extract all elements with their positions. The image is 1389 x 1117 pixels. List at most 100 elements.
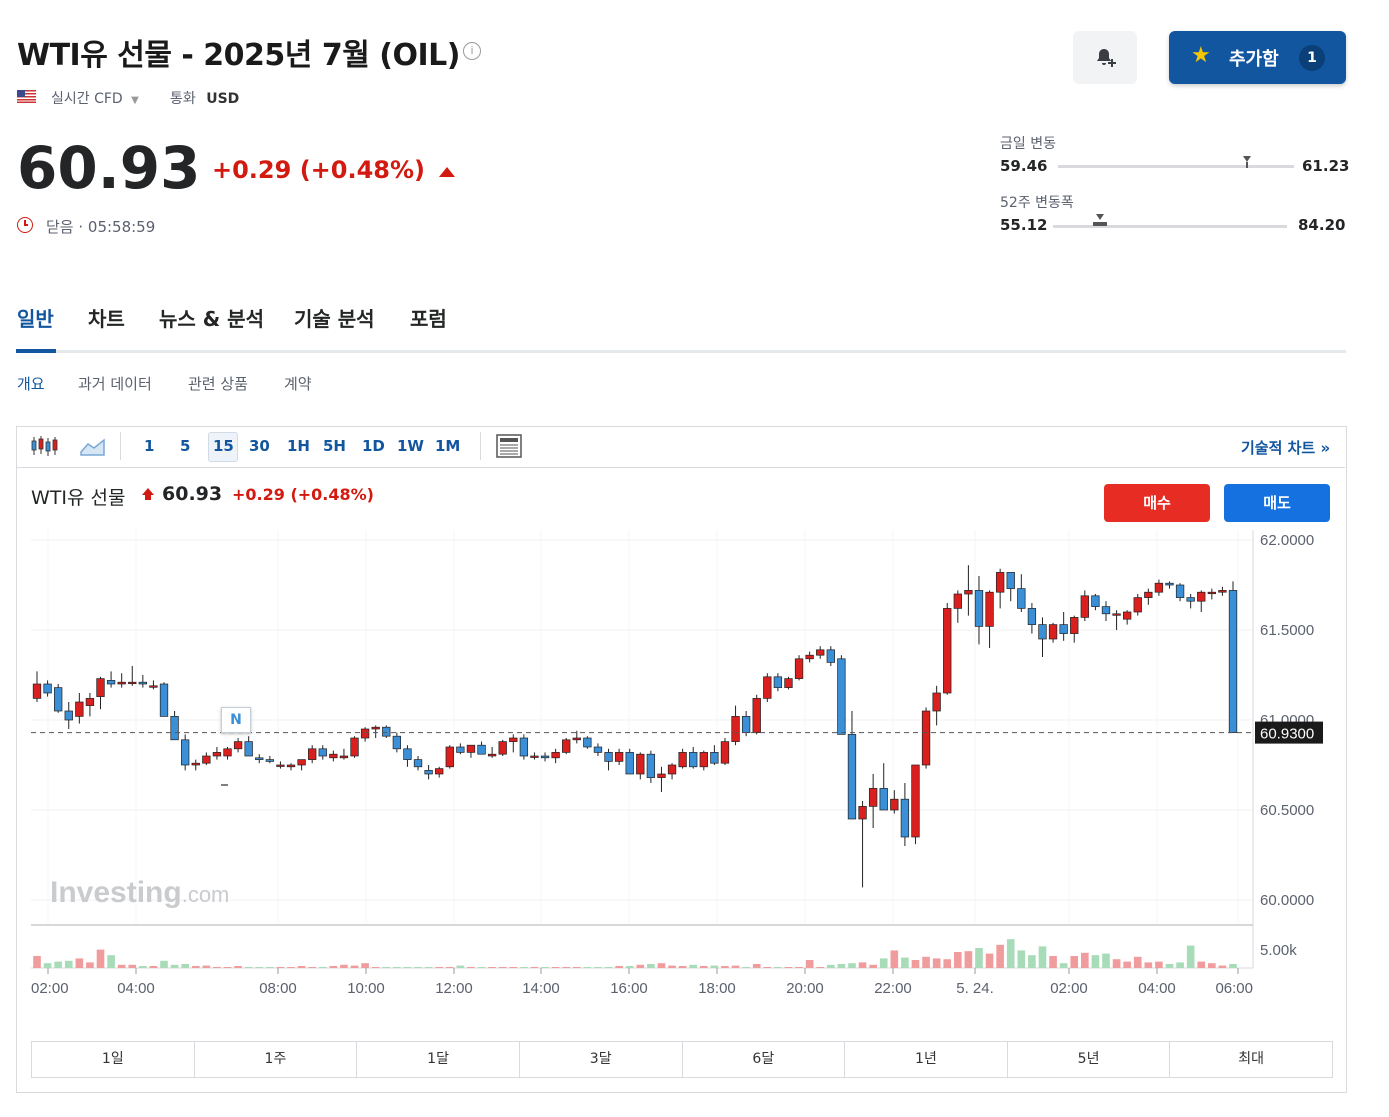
period-5y[interactable]: 5년 — [1008, 1042, 1171, 1077]
tab-technical-analysis[interactable]: 기술 분석 — [294, 307, 375, 331]
candle-down — [519, 737, 529, 757]
subtab-contract[interactable]: 계약 — [284, 375, 312, 393]
volume-bar-down — [520, 967, 528, 968]
volume-bar-down — [1176, 962, 1184, 968]
subtab-historical-data[interactable]: 과거 데이터 — [78, 375, 152, 393]
tab-chart[interactable]: 차트 — [88, 307, 125, 331]
volume-bar-up — [678, 966, 687, 968]
change-value: +0.29 — [212, 156, 292, 184]
volume-bar-down — [1165, 964, 1174, 968]
candle-up — [487, 753, 497, 757]
interval-1w[interactable]: 1W — [397, 437, 424, 455]
volume-bar-up — [1197, 961, 1206, 968]
period-max[interactable]: 최대 — [1238, 1051, 1265, 1067]
period-1w[interactable]: 1주 — [195, 1042, 358, 1077]
x-tick-label: 20:00 — [786, 980, 824, 997]
interval-5[interactable]: 5 — [180, 437, 191, 455]
candle-down — [43, 683, 52, 694]
candle-down — [741, 716, 751, 733]
clock-icon — [17, 217, 33, 233]
period-1mo[interactable]: 1달 — [357, 1042, 520, 1077]
volume-bar-down — [742, 967, 750, 968]
x-tick-label: 18:00 — [698, 980, 736, 997]
volume-bar-down — [244, 967, 253, 968]
candle-down — [826, 649, 835, 663]
interval-1m[interactable]: 1M — [435, 437, 461, 455]
volume-bar-up — [435, 967, 444, 968]
volume-bar-down — [1102, 953, 1110, 968]
volume-bar-up — [932, 958, 941, 968]
area-chart-icon[interactable] — [80, 436, 106, 456]
chart-up-arrow-stem — [145, 494, 151, 500]
volume-bar-up — [1070, 956, 1079, 968]
period-3mo[interactable]: 3달 — [520, 1042, 683, 1077]
bell-plus-icon — [1097, 49, 1116, 67]
volume-bar-down — [64, 960, 73, 968]
interval-30[interactable]: 30 — [249, 437, 270, 455]
candle-down — [604, 752, 613, 762]
candle-down — [255, 757, 264, 760]
candle-up — [1122, 611, 1132, 620]
candle-up — [286, 764, 296, 768]
volume-bar-up — [191, 966, 200, 968]
volume-bar-up — [86, 962, 94, 968]
technical-chart-link[interactable]: 기술적 차트 » — [1241, 439, 1331, 457]
candle-down — [773, 676, 783, 688]
volume-bar-down — [583, 967, 592, 968]
period-1y[interactable]: 1년 — [845, 1042, 1008, 1077]
volume-bar-down — [625, 966, 634, 968]
add-alert-button[interactable] — [1073, 31, 1137, 84]
chart-toolbar — [17, 427, 1345, 468]
subtab-related[interactable]: 관련 상품 — [188, 375, 248, 393]
volume-bar-up — [985, 953, 994, 968]
x-tick-label: 5. 24. — [956, 980, 994, 997]
volume-bar-up — [530, 967, 539, 968]
interval-1d[interactable]: 1D — [362, 437, 385, 455]
candle-down — [1027, 608, 1037, 625]
news-panel-icon[interactable] — [496, 434, 522, 458]
interval-15[interactable]: 15 — [213, 437, 234, 455]
volume-bar-up — [636, 964, 645, 968]
volume-bar-up — [954, 952, 962, 968]
period-1d[interactable]: 1일 — [32, 1042, 195, 1077]
candle-down — [1038, 624, 1047, 640]
candle-up — [530, 755, 539, 758]
candle-up — [1070, 617, 1079, 634]
subtab-summary[interactable]: 개요 — [17, 375, 45, 393]
tab-forum[interactable]: 포럼 — [410, 307, 447, 331]
period-6mo[interactable]: 6달 — [683, 1042, 846, 1077]
volume-bar-down — [393, 967, 401, 968]
buy-button[interactable]: 매수 — [1104, 484, 1210, 522]
sell-button[interactable]: 매도 — [1224, 484, 1330, 522]
volume-bar-down — [604, 967, 613, 968]
volume-bar-down — [826, 964, 835, 968]
volume-bar-down — [837, 964, 846, 968]
candlestick-icon[interactable] — [30, 434, 58, 458]
interval-5h[interactable]: 5H — [323, 437, 346, 455]
candle-up — [339, 755, 349, 759]
volume-bar-up — [1208, 963, 1216, 968]
realtime-cfd-dropdown[interactable]: 실시간 CFD ▼ — [51, 88, 139, 108]
news-marker[interactable]: N — [221, 707, 251, 733]
interval-1[interactable]: 1 — [144, 437, 155, 455]
volume-bar-up — [1218, 965, 1227, 968]
candle-up — [985, 591, 994, 627]
volume-bar-up — [297, 966, 306, 968]
candle-down — [170, 716, 179, 741]
add-watchlist-button[interactable]: ★ 추가함 1 — [1169, 31, 1346, 84]
toolbar-separator — [480, 432, 481, 460]
candle-down — [265, 759, 275, 762]
candle-up — [1144, 591, 1153, 598]
volume-bar-up — [213, 967, 221, 968]
info-icon[interactable]: i — [463, 42, 481, 60]
volume-bar-up — [1081, 952, 1089, 968]
realtime-label: 실시간 CFD — [51, 91, 123, 107]
interval-1h[interactable]: 1H — [287, 437, 310, 455]
volume-bar-up — [890, 950, 899, 968]
candle-up — [868, 788, 878, 807]
x-tick-label: 02:00 — [1050, 980, 1088, 997]
tab-news-analysis[interactable]: 뉴스 & 분석 — [159, 307, 264, 331]
tab-overview[interactable]: 일반 — [17, 307, 54, 331]
volume-bar-down — [975, 948, 983, 968]
